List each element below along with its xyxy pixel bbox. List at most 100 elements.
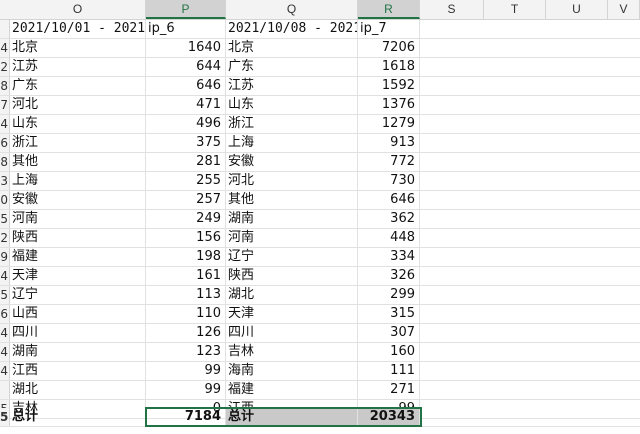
cell-ip6-value[interactable]: 126 xyxy=(146,324,226,342)
cell-r-total[interactable]: 20343 xyxy=(358,408,420,426)
cell-ip7-value[interactable]: 772 xyxy=(358,153,420,171)
cell-ip7-value[interactable]: 362 xyxy=(358,210,420,228)
cell-ip7-value[interactable]: 315 xyxy=(358,305,420,323)
cell-province-a[interactable]: 江苏 xyxy=(10,58,146,76)
cell-ip7-value[interactable]: 1279 xyxy=(358,115,420,133)
cell-province-a[interactable]: 安徽 xyxy=(10,191,146,209)
cell-ip7-value[interactable]: 1376 xyxy=(358,96,420,114)
row-number: 2 xyxy=(0,229,10,247)
cell-ip6-value[interactable]: 255 xyxy=(146,172,226,190)
cell-q-header[interactable]: 2021/10/08 - 2021 xyxy=(228,20,358,38)
cell-province-b[interactable]: 上海 xyxy=(226,134,358,152)
cell-ip6-value[interactable]: 198 xyxy=(146,248,226,266)
cell-ip7-value[interactable]: 271 xyxy=(358,381,420,399)
cell-ip6-value[interactable]: 113 xyxy=(146,286,226,304)
cell-ip7-value[interactable]: 326 xyxy=(358,267,420,285)
cell-province-a[interactable]: 山东 xyxy=(10,115,146,133)
table-row: 0 安徽 257 其他 646 xyxy=(0,191,640,210)
cell-p-header[interactable]: ip_6 xyxy=(146,20,226,38)
column-header-s[interactable]: S xyxy=(420,0,484,19)
cell-province-b[interactable]: 浙江 xyxy=(226,115,358,133)
cell-ip7-value[interactable]: 646 xyxy=(358,191,420,209)
cell-province-a[interactable]: 江西 xyxy=(10,362,146,380)
cell-ip7-value[interactable]: 111 xyxy=(358,362,420,380)
cell-province-a[interactable]: 天津 xyxy=(10,267,146,285)
cell-ip6-value[interactable]: 110 xyxy=(146,305,226,323)
cell-province-a[interactable]: 辽宁 xyxy=(10,286,146,304)
cell-ip7-value[interactable]: 1592 xyxy=(358,77,420,95)
cell-ip6-value[interactable]: 249 xyxy=(146,210,226,228)
cell-ip6-value[interactable]: 644 xyxy=(146,58,226,76)
column-header-u[interactable]: U xyxy=(546,0,608,19)
cell-province-a[interactable]: 湖南 xyxy=(10,343,146,361)
cell-province-a[interactable]: 北京 xyxy=(10,39,146,57)
cell-province-a[interactable]: 浙江 xyxy=(10,134,146,152)
cell-province-b[interactable]: 陕西 xyxy=(226,267,358,285)
row-number: 9 xyxy=(0,248,10,266)
cell-province-a[interactable]: 上海 xyxy=(10,172,146,190)
column-header-t[interactable]: T xyxy=(484,0,546,19)
cell-province-b[interactable]: 河南 xyxy=(226,229,358,247)
cell-r-header[interactable]: ip_7 xyxy=(358,20,420,38)
cell-ip6-value[interactable]: 99 xyxy=(146,362,226,380)
cell-province-b[interactable]: 福建 xyxy=(226,381,358,399)
cell-ip7-value[interactable]: 7206 xyxy=(358,39,420,57)
cell-province-a[interactable]: 其他 xyxy=(10,153,146,171)
cell-ip7-value[interactable]: 307 xyxy=(358,324,420,342)
cell-ip6-value[interactable]: 1640 xyxy=(146,39,226,57)
column-header-v[interactable]: V xyxy=(608,0,640,19)
cell-province-b[interactable]: 河北 xyxy=(226,172,358,190)
cell-province-a[interactable]: 陕西 xyxy=(10,229,146,247)
cell-ip6-value[interactable]: 471 xyxy=(146,96,226,114)
cell-province-b[interactable]: 其他 xyxy=(226,191,358,209)
cell-province-b[interactable]: 湖北 xyxy=(226,286,358,304)
cell-ip7-value[interactable]: 913 xyxy=(358,134,420,152)
cell-province-b[interactable]: 江苏 xyxy=(226,77,358,95)
cell-q-total[interactable]: 总计 xyxy=(226,408,358,426)
cell-ip7-value[interactable]: 299 xyxy=(358,286,420,304)
cell-ip6-value[interactable]: 646 xyxy=(146,77,226,95)
cell-ip7-value[interactable]: 160 xyxy=(358,343,420,361)
table-row: 4 江西 99 海南 111 xyxy=(0,362,640,381)
cell-province-b[interactable]: 辽宁 xyxy=(226,248,358,266)
cell-province-b[interactable]: 四川 xyxy=(226,324,358,342)
cell-province-a[interactable]: 四川 xyxy=(10,324,146,342)
cell-ip7-value[interactable]: 334 xyxy=(358,248,420,266)
cell-province-a[interactable]: 福建 xyxy=(10,248,146,266)
cell-ip6-value[interactable]: 99 xyxy=(146,381,226,399)
cell-ip7-value[interactable]: 1618 xyxy=(358,58,420,76)
column-header-p[interactable]: P xyxy=(146,0,226,19)
cell-o-header[interactable]: 2021/10/01 - 2021/ xyxy=(12,20,146,38)
cell-ip6-value[interactable]: 161 xyxy=(146,267,226,285)
row-number: 4 xyxy=(0,324,10,342)
cell-p-total[interactable]: 7184 xyxy=(146,408,226,426)
column-header-r[interactable]: R xyxy=(358,0,420,19)
cell-ip6-value[interactable]: 375 xyxy=(146,134,226,152)
cell-ip7-value[interactable]: 448 xyxy=(358,229,420,247)
row-number xyxy=(0,20,10,38)
cell-province-b[interactable]: 广东 xyxy=(226,58,358,76)
cell-province-b[interactable]: 海南 xyxy=(226,362,358,380)
cell-province-a[interactable]: 广东 xyxy=(10,77,146,95)
cell-province-a[interactable]: 湖北 xyxy=(10,381,146,399)
cell-o-total[interactable]: 总计 xyxy=(10,408,146,426)
row-number: 8 xyxy=(0,77,10,95)
cell-province-b[interactable]: 湖南 xyxy=(226,210,358,228)
cell-ip6-value[interactable]: 281 xyxy=(146,153,226,171)
cell-ip6-value[interactable]: 257 xyxy=(146,191,226,209)
cell-ip6-value[interactable]: 123 xyxy=(146,343,226,361)
column-header-q[interactable]: Q xyxy=(226,0,358,19)
cell-province-b[interactable]: 山东 xyxy=(226,96,358,114)
column-header-o[interactable]: O xyxy=(10,0,146,19)
cell-province-a[interactable]: 河北 xyxy=(10,96,146,114)
cell-province-a[interactable]: 山西 xyxy=(10,305,146,323)
row-number: 6 xyxy=(0,134,10,152)
cell-province-b[interactable]: 北京 xyxy=(226,39,358,57)
cell-province-b[interactable]: 天津 xyxy=(226,305,358,323)
cell-ip7-value[interactable]: 730 xyxy=(358,172,420,190)
cell-province-b[interactable]: 安徽 xyxy=(226,153,358,171)
cell-province-b[interactable]: 吉林 xyxy=(226,343,358,361)
cell-ip6-value[interactable]: 496 xyxy=(146,115,226,133)
cell-ip6-value[interactable]: 156 xyxy=(146,229,226,247)
cell-province-a[interactable]: 河南 xyxy=(10,210,146,228)
